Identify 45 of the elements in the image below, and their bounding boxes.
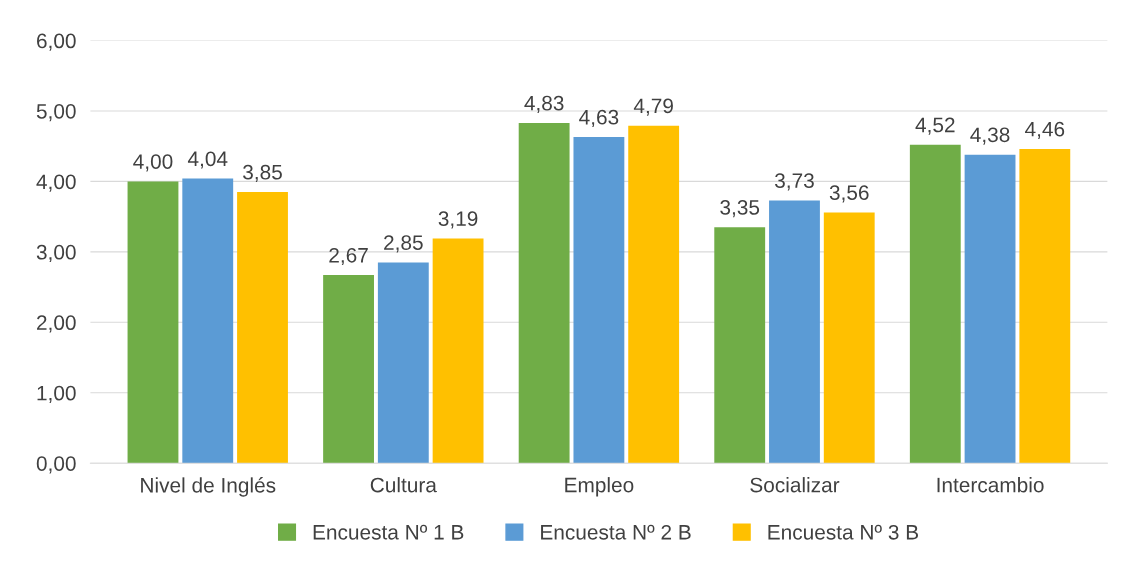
data-label: 4,38 <box>970 127 1010 145</box>
bar <box>823 212 875 464</box>
legend-label: Encuesta Nº 3 B <box>768 524 919 540</box>
y-tick-label: 6,00 <box>37 33 76 51</box>
y-tick-label: 3,00 <box>36 244 76 263</box>
y-tick-label: 2,00 <box>37 315 76 333</box>
data-label: 3,73 <box>775 173 814 191</box>
data-label: 4,63 <box>579 109 619 128</box>
data-label: 3,35 <box>720 200 760 218</box>
data-label: 4,46 <box>1025 121 1065 140</box>
legend-label: Encuesta Nº 1 B <box>313 524 464 540</box>
data-label: 4,52 <box>915 117 955 135</box>
data-label: 2,85 <box>384 235 423 253</box>
data-label: 3,19 <box>438 211 478 229</box>
data-label: 4,83 <box>524 95 564 113</box>
bar <box>518 122 570 464</box>
y-tick-label: 0,00 <box>36 456 76 474</box>
legend-label: Encuesta Nº 2 B <box>541 524 691 540</box>
bar <box>432 238 484 464</box>
x-tick-label: Intercambio <box>937 477 1044 493</box>
bar <box>573 137 625 464</box>
data-label: 2,67 <box>329 247 368 266</box>
bar <box>237 191 288 464</box>
data-label: 3,56 <box>829 185 869 203</box>
x-tick-label: Nivel de Inglés <box>141 477 276 497</box>
data-label: 3,85 <box>243 164 282 182</box>
bar <box>964 154 1016 464</box>
bar <box>769 200 820 464</box>
bar <box>127 181 179 464</box>
bar <box>323 275 374 464</box>
y-tick-label: 5,00 <box>36 103 76 122</box>
y-tick-label: 1,00 <box>37 385 76 403</box>
y-tick-label: 4,00 <box>36 174 76 192</box>
bar <box>714 227 766 464</box>
x-tick-label: Empleo <box>565 477 634 497</box>
data-label: 4,79 <box>633 98 673 116</box>
bar <box>377 262 429 464</box>
data-label: 4,04 <box>187 151 228 169</box>
bar <box>182 178 234 464</box>
bar <box>909 144 961 464</box>
bar <box>628 125 680 464</box>
x-tick-label: Cultura <box>370 477 437 493</box>
bar <box>1019 149 1071 464</box>
data-label: 4,00 <box>133 154 173 172</box>
x-tick-label: Socializar <box>750 477 840 493</box>
